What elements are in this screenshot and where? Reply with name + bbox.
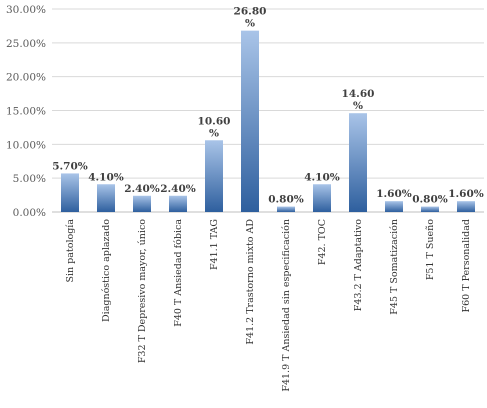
bars: [61, 30, 475, 212]
category-label: F41.2 Trastorno mixto AD: [245, 219, 256, 345]
bar: [61, 173, 79, 212]
bar: [97, 184, 115, 212]
category-label: F60 T Personalidad: [461, 219, 472, 312]
category-label: F43.2 T Adaptativo: [353, 219, 364, 312]
data-label-line: 0.80%: [412, 194, 448, 206]
data-label: 4.10%: [88, 171, 124, 183]
category-label: F32 T Depresivo mayor, único: [137, 219, 148, 363]
y-tick-label: 25.00%: [6, 38, 46, 50]
bar: [421, 206, 439, 212]
data-label: 1.60%: [376, 188, 412, 200]
data-label: 1.60%: [448, 188, 484, 200]
y-tick-label: 30.00%: [6, 4, 46, 16]
category-label: Diagnóstico aplazado: [101, 219, 112, 322]
data-label: 5.70%: [52, 160, 88, 172]
data-label: 0.80%: [412, 194, 448, 206]
bar: [169, 195, 187, 212]
bar: [349, 113, 367, 212]
bar: [277, 206, 295, 212]
category-label: F51 T Sueño: [425, 219, 436, 280]
data-label-line: 4.10%: [304, 171, 340, 183]
bar: [205, 140, 223, 212]
x-axis: Sin patología Diagnóstico aplazado F32 T D…: [65, 219, 472, 392]
data-label-line: 1.60%: [448, 188, 484, 200]
data-label-line: 2.40%: [124, 183, 160, 195]
data-label-line: 26.80: [234, 6, 267, 18]
data-label: 2.40%: [124, 183, 160, 195]
category-label: F40 T Ansiedad fóbica: [173, 219, 184, 327]
category-label: F41.1 TAG: [209, 219, 220, 270]
data-label-line: %: [209, 127, 219, 139]
data-label-line: 1.60%: [376, 188, 412, 200]
data-label: 14.60%: [342, 88, 375, 112]
bar: [457, 201, 475, 212]
y-tick-label: 10.00%: [6, 139, 46, 151]
data-label-line: 5.70%: [52, 160, 88, 172]
data-label: 2.40%: [160, 183, 196, 195]
data-label-line: 14.60: [342, 88, 375, 100]
data-label: 4.10%: [304, 171, 340, 183]
data-label-line: 2.40%: [160, 183, 196, 195]
category-label: F42. TOC: [317, 219, 328, 265]
bar: [313, 184, 331, 212]
data-labels: 5.70%4.10%2.40% 2.40%10.60 %26.80 %0.80%4.1…: [52, 6, 484, 206]
data-label-line: 4.10%: [88, 171, 124, 183]
data-label: 0.80%: [268, 194, 304, 206]
y-tick-label: 15.00%: [6, 106, 46, 118]
bar: [241, 30, 259, 212]
data-label: 26.80%: [234, 6, 267, 30]
category-label: F45 T Somatización: [389, 219, 400, 315]
y-tick-label: 0.00%: [13, 207, 46, 219]
data-label-line: 0.80%: [268, 194, 304, 206]
bar: [133, 195, 151, 212]
data-label-line: 10.60: [198, 115, 231, 127]
category-label: Sin patología: [65, 219, 76, 283]
y-axis: 0.00% 5.00% 10.00% 15.00% 20.00% 25.00% 30.00%: [6, 4, 46, 219]
y-tick-label: 20.00%: [6, 72, 46, 84]
data-label-line: %: [245, 18, 255, 30]
data-label-line: %: [353, 100, 363, 112]
bar: [385, 201, 403, 212]
y-tick-label: 5.00%: [13, 173, 46, 185]
gridlines: [52, 8, 484, 213]
category-label: F41.9 T Ansiedad sin especificación: [281, 219, 292, 392]
data-label: 10.60%: [198, 115, 231, 139]
